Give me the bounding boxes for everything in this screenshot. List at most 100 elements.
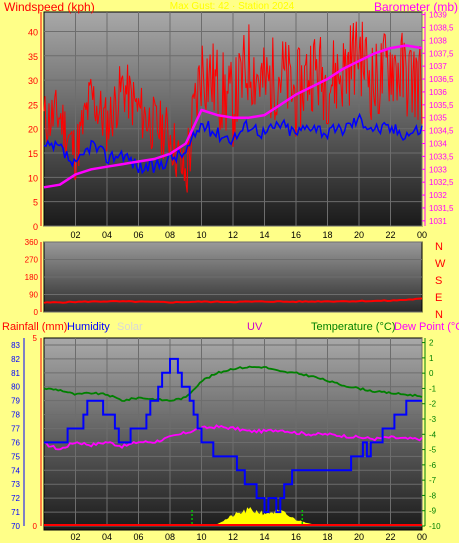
direction-y-tick-label: 180 [25, 273, 39, 282]
temperature-series-line [43, 365, 423, 402]
humidity-y-tick-label: 78 [11, 411, 20, 420]
wind-x-tick-label: 06 [133, 230, 143, 240]
temperature-y-tick-label: 0 [429, 369, 434, 378]
humidity-y-tick-label: 75 [11, 452, 20, 461]
temperature-y-tick-label: -3 [429, 415, 437, 424]
wind-y-tick-label: 40 [28, 27, 38, 37]
windspeed-axis-label: Windspeed (kph) [4, 0, 95, 14]
barometer-y-tick-label: 1035 [429, 114, 447, 123]
temp-x-tick-label: 20 [354, 532, 364, 542]
wind-x-tick-label: 22 [385, 230, 395, 240]
barometer-series-line [43, 44, 423, 189]
humidity-y-tick-label: 83 [11, 341, 20, 350]
rainfall-legend: Rainfall (mm) [2, 321, 67, 333]
compass-label: W [435, 258, 446, 270]
humidity-y-tick-label: 80 [11, 383, 20, 392]
dewpoint-legend: Dew Point (°C) [394, 321, 459, 333]
humidity-y-tick-label: 76 [11, 438, 20, 447]
temp-x-tick-label: 06 [133, 532, 143, 542]
temp-x-tick-label: 16 [291, 532, 301, 542]
barometer-y-tick-label: 1031,5 [429, 204, 454, 213]
temperature-legend: Temperature (°C) [311, 321, 395, 333]
rain-y-tick-label: 0 [33, 522, 38, 531]
temp-x-tick-label: 08 [165, 532, 175, 542]
chart-title: Max Gust: 42 · Station 2024 [170, 1, 295, 12]
barometer-y-tick-label: 1036,5 [429, 75, 454, 84]
barometer-y-tick-label: 1035,5 [429, 101, 454, 110]
temperature-y-tick-label: -1 [429, 384, 437, 393]
temp-x-tick-label: 14 [259, 532, 269, 542]
wind-y-tick-label: 0 [33, 222, 38, 232]
wind-x-tick-label: 02 [70, 230, 80, 240]
dewpoint-series-line [43, 424, 423, 451]
humidity-y-tick-label: 70 [11, 522, 20, 531]
compass-label: N [435, 309, 443, 321]
wind-x-tick-label: 08 [165, 230, 175, 240]
humidity-y-tick-label: 71 [11, 508, 20, 517]
barometer-y-tick-label: 1037 [429, 62, 447, 71]
barometer-y-tick-label: 1038 [429, 36, 447, 45]
humidity-y-tick-label: 73 [11, 480, 20, 489]
wind-x-tick-label: 00 [417, 230, 427, 240]
barometer-y-tick-label: 1033,5 [429, 152, 454, 161]
barometer-y-tick-label: 1037,5 [429, 49, 454, 58]
temp-x-tick-label: 02 [70, 532, 80, 542]
barometer-y-tick-label: 1031 [429, 217, 447, 226]
temperature-y-tick-label: -5 [429, 446, 437, 455]
uv-legend: UV [247, 321, 263, 333]
average-wind-series-line [43, 112, 423, 175]
wind-y-tick-label: 20 [28, 125, 38, 135]
wind-y-tick-label: 30 [28, 76, 38, 86]
compass-label: E [435, 292, 442, 304]
solar-legend: Solar [117, 321, 143, 333]
wind-y-tick-label: 35 [28, 52, 38, 62]
wind-x-tick-label: 18 [322, 230, 332, 240]
temp-x-tick-label: 10 [196, 532, 206, 542]
wind-y-tick-label: 10 [28, 173, 38, 183]
direction-y-tick-label: 360 [25, 238, 39, 247]
temperature-y-tick-label: -6 [429, 461, 437, 470]
wind-x-tick-label: 14 [259, 230, 269, 240]
temperature-y-tick-label: -4 [429, 430, 437, 439]
barometer-y-tick-label: 1034,5 [429, 127, 454, 136]
humidity-y-tick-label: 82 [11, 355, 20, 364]
wind-x-tick-label: 10 [196, 230, 206, 240]
humidity-series-line [44, 357, 422, 514]
humidity-y-tick-label: 72 [11, 494, 20, 503]
temperature-y-tick-label: -10 [429, 522, 441, 531]
humidity-y-tick-label: 74 [11, 466, 20, 475]
wind-x-tick-label: 04 [102, 230, 112, 240]
wind-y-tick-label: 25 [28, 100, 38, 110]
humidity-y-tick-label: 79 [11, 397, 20, 406]
barometer-axis-label: Barometer (mb) [374, 0, 458, 14]
humidity-y-tick-label: 81 [11, 369, 20, 378]
direction-y-tick-label: 0 [34, 308, 39, 317]
humidity-y-tick-label: 77 [11, 425, 20, 434]
wind-x-tick-label: 20 [354, 230, 364, 240]
gust-series-line [43, 21, 423, 193]
temperature-y-tick-label: -9 [429, 507, 437, 516]
barometer-y-tick-label: 1039 [429, 11, 447, 20]
temperature-y-tick-label: 1 [429, 354, 434, 363]
wind-x-tick-label: 12 [228, 230, 238, 240]
direction-y-tick-label: 270 [25, 256, 39, 265]
wind-x-tick-label: 16 [291, 230, 301, 240]
temp-x-tick-label: 04 [102, 532, 112, 542]
barometer-y-tick-label: 1033 [429, 165, 447, 174]
compass-label: N [435, 241, 443, 253]
barometer-y-tick-label: 1032 [429, 191, 447, 200]
temperature-y-tick-label: -2 [429, 400, 437, 409]
temperature-y-tick-label: -7 [429, 476, 437, 485]
temp-x-tick-label: 22 [385, 532, 395, 542]
compass-label: S [435, 275, 442, 287]
barometer-y-tick-label: 1038,5 [429, 23, 454, 32]
rain-y-tick-label: 5 [33, 334, 38, 343]
temperature-y-tick-label: 2 [429, 339, 434, 348]
barometer-y-tick-label: 1034 [429, 139, 447, 148]
barometer-y-tick-label: 1032,5 [429, 178, 454, 187]
wind-y-tick-label: 15 [28, 149, 38, 159]
wind-direction-series-line [43, 297, 423, 304]
wind-y-tick-label: 5 [33, 198, 38, 208]
